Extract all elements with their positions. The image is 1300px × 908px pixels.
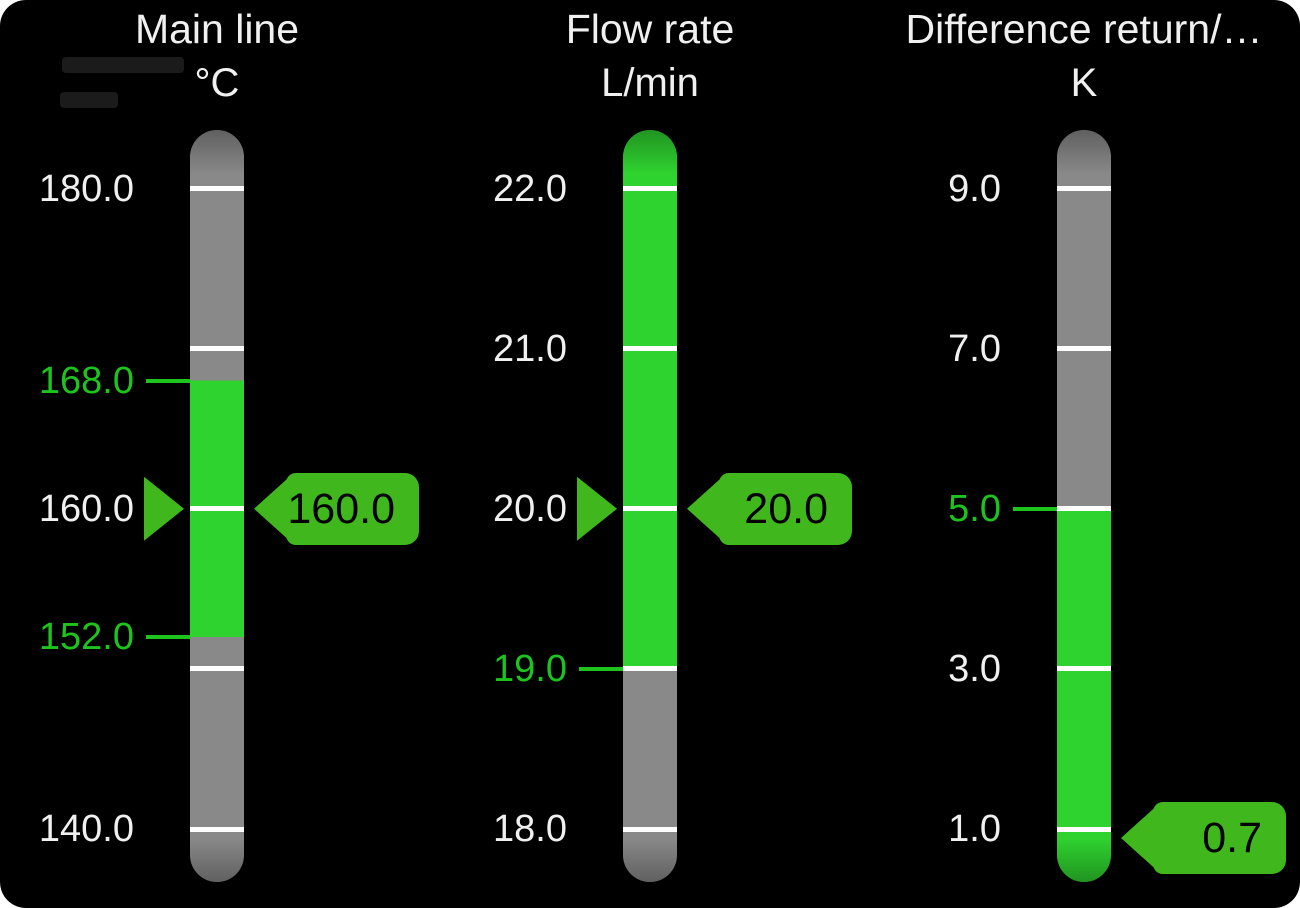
scale-tick (190, 506, 244, 512)
gauge-bar-main-line (190, 130, 244, 882)
value-text-main-line: 160.0 (287, 484, 395, 533)
tick-label-flow-rate: 22.0 (493, 167, 567, 210)
gauge-title-flow-rate: Flow rate (565, 6, 735, 52)
tick-label-difference-return: 3.0 (948, 647, 1001, 690)
value-pointer-main-line (144, 476, 184, 541)
limit-line-difference-return (1013, 506, 1057, 511)
scale-tick (623, 346, 677, 352)
value-pointer-flow-rate (577, 476, 617, 541)
limit-label-difference-return: 5.0 (948, 487, 1001, 530)
scale-tick (1057, 186, 1111, 191)
tick-label-main-line: 180.0 (38, 167, 134, 210)
gauge-bar-flow-rate (623, 130, 677, 882)
scale-tick (1057, 666, 1111, 672)
tick-label-main-line: 160.0 (38, 487, 134, 530)
value-badge-main-line: 160.0 (254, 472, 419, 545)
tick-label-flow-rate: 21.0 (493, 327, 567, 370)
tick-label-difference-return: 9.0 (948, 167, 1001, 210)
value-badge-difference-return: 0.7 (1121, 802, 1286, 874)
scale-tick (190, 826, 244, 832)
gauge-unit-difference-return: K (1070, 61, 1098, 105)
value-text-difference-return: 0.7 (1202, 814, 1262, 862)
gauge-unit-flow-rate: L/min (601, 61, 699, 105)
limit-label-flow-rate: 19.0 (493, 647, 567, 690)
scale-tick (1057, 826, 1111, 832)
artifact-smudge (60, 92, 118, 108)
scale-tick (1057, 346, 1111, 352)
value-badge-flow-rate: 20.0 (687, 472, 852, 545)
tick-label-main-line: 140.0 (38, 808, 134, 850)
badge-body (286, 472, 419, 545)
gauge-title-main-line: Main line (134, 6, 300, 52)
tick-label-difference-return: 1.0 (948, 808, 1001, 850)
scale-tick (623, 186, 677, 191)
tick-label-flow-rate: 20.0 (493, 487, 567, 530)
gauge-title-difference-return: Difference return/… (905, 6, 1263, 52)
scale-tick (1057, 506, 1111, 512)
badge-body (1153, 802, 1286, 874)
scale-tick (623, 826, 677, 832)
badge-body (719, 472, 852, 545)
scale-tick (623, 506, 677, 512)
limit-line-main-line (146, 634, 190, 639)
gauge-unit-main-line: °C (194, 61, 240, 105)
scale-tick (190, 346, 244, 352)
limit-line-main-line (146, 378, 190, 383)
tick-label-difference-return: 7.0 (948, 327, 1001, 370)
limit-label-main-line: 152.0 (38, 615, 134, 658)
artifact-smudge (62, 57, 184, 73)
value-text-flow-rate: 20.0 (744, 484, 828, 533)
scale-tick (623, 666, 677, 672)
tick-label-flow-rate: 18.0 (493, 808, 567, 850)
scale-tick (190, 186, 244, 191)
scale-tick (190, 666, 244, 672)
limit-label-main-line: 168.0 (38, 359, 134, 402)
limit-line-flow-rate (579, 666, 623, 671)
gauge-bar-difference-return (1057, 130, 1111, 882)
